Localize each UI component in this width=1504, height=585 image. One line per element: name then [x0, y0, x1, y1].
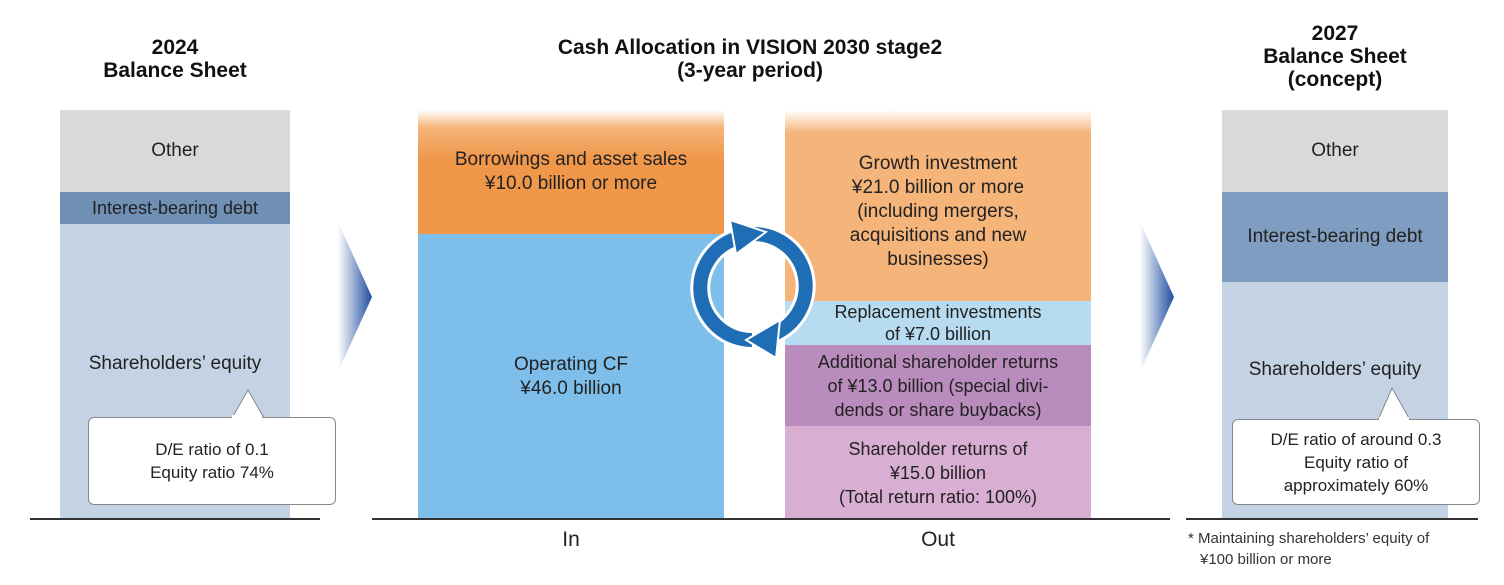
- replacement-investment-block: Replacement investments of ¥7.0 billion: [785, 301, 1091, 345]
- right-title: 2027 Balance Sheet (concept): [1263, 22, 1407, 91]
- growth-investment-block: Growth investment ¥21.0 billion or more …: [785, 110, 1091, 301]
- label-in: In: [562, 528, 580, 551]
- left-baseline: [30, 518, 320, 520]
- label-out: Out: [921, 528, 955, 551]
- right-callout: D/E ratio of around 0.3 Equity ratio of …: [1232, 419, 1480, 505]
- center-title: Cash Allocation in VISION 2030 stage2 (3…: [557, 36, 943, 82]
- chevron-right-icon: [1140, 222, 1174, 372]
- chevron-right-icon: [338, 222, 372, 372]
- right-debt-block: Interest-bearing debt: [1222, 192, 1448, 282]
- right-other-block: Other: [1222, 110, 1448, 192]
- cycle-arrows-icon: [690, 218, 816, 360]
- left-debt-block: Interest-bearing debt: [60, 192, 290, 224]
- left-title: 2024 Balance Sheet: [103, 36, 247, 82]
- borrowings-block: Borrowings and asset sales ¥10.0 billion…: [418, 110, 724, 234]
- shareholder-returns-block: Shareholder returns of ¥15.0 billion (To…: [785, 426, 1091, 519]
- additional-returns-block: Additional shareholder returns of ¥13.0 …: [785, 345, 1091, 426]
- left-other-block: Other: [60, 110, 290, 192]
- left-callout: D/E ratio of 0.1 Equity ratio 74%: [88, 417, 336, 505]
- right-footnote: * Maintaining shareholders’ equity of ¥1…: [1188, 530, 1430, 568]
- right-baseline: [1186, 518, 1478, 520]
- center-baseline: [372, 518, 1170, 520]
- left-callout-gap: [232, 415, 262, 419]
- right-callout-gap: [1379, 417, 1409, 421]
- operating-cf-block: Operating CF ¥46.0 billion: [418, 234, 724, 519]
